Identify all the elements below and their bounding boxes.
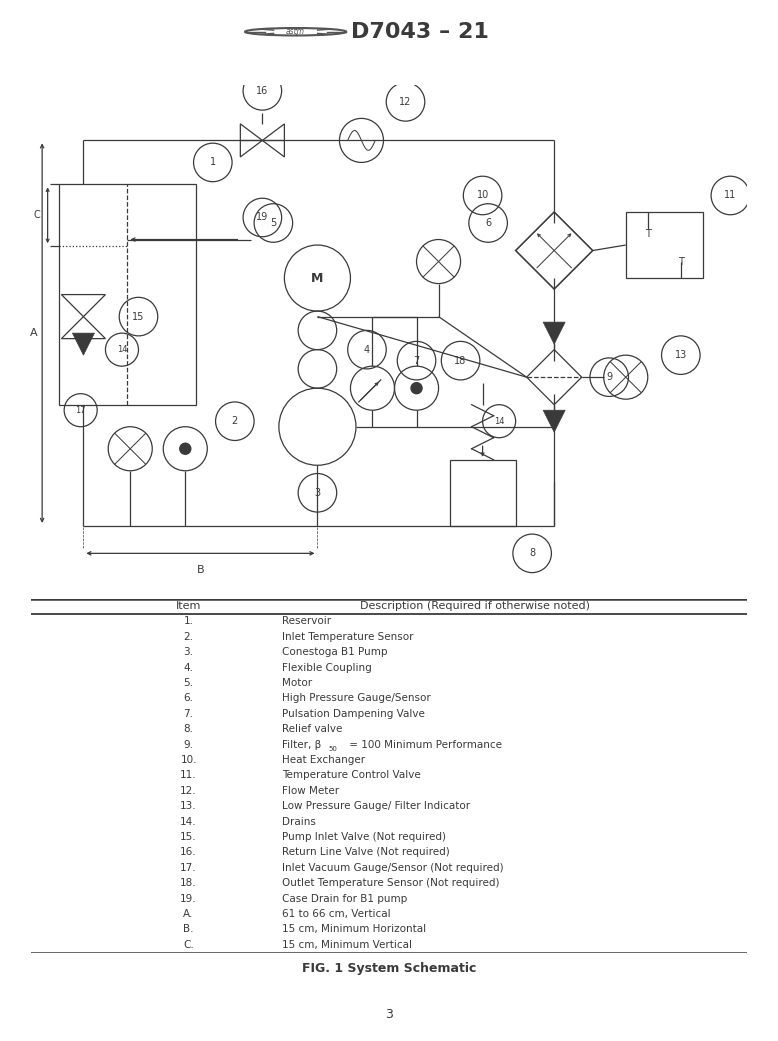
Text: 61 to 66 cm, Vertical: 61 to 66 cm, Vertical	[282, 909, 391, 919]
Text: Drains: Drains	[282, 816, 316, 827]
Polygon shape	[543, 410, 565, 432]
Text: 4: 4	[364, 345, 370, 355]
Text: 7.: 7.	[184, 709, 194, 718]
Text: 18: 18	[454, 356, 467, 365]
Text: 14: 14	[117, 346, 128, 354]
Text: Reservoir: Reservoir	[282, 616, 331, 627]
Text: 6.: 6.	[184, 693, 194, 704]
Text: 11.: 11.	[180, 770, 197, 781]
Bar	[450, 460, 516, 526]
Text: C: C	[33, 210, 40, 221]
Bar	[58, 184, 196, 405]
Bar	[626, 212, 703, 278]
Text: B: B	[197, 565, 205, 575]
Text: 3: 3	[314, 488, 321, 498]
Text: D7043 – 21: D7043 – 21	[351, 22, 489, 42]
Text: Heat Exchanger: Heat Exchanger	[282, 755, 365, 765]
Text: 14: 14	[494, 416, 504, 426]
Text: 10.: 10.	[180, 755, 197, 765]
Text: A: A	[30, 328, 37, 338]
Text: 3: 3	[385, 1009, 393, 1021]
Text: 3.: 3.	[184, 648, 194, 657]
Text: 19.: 19.	[180, 893, 197, 904]
Text: 4.: 4.	[184, 662, 194, 672]
Text: Description (Required if otherwise noted): Description (Required if otherwise noted…	[360, 601, 590, 611]
Text: Relief valve: Relief valve	[282, 725, 342, 734]
Text: Case Drain for B1 pump: Case Drain for B1 pump	[282, 893, 407, 904]
Text: Filter, β: Filter, β	[282, 739, 321, 750]
Text: 14.: 14.	[180, 816, 197, 827]
Text: Temperature Control Valve: Temperature Control Valve	[282, 770, 420, 781]
Text: 8.: 8.	[184, 725, 194, 734]
Text: 10: 10	[476, 191, 489, 201]
Polygon shape	[72, 333, 94, 355]
Text: Pulsation Dampening Valve: Pulsation Dampening Valve	[282, 709, 425, 718]
Text: C.: C.	[183, 940, 194, 949]
Text: A.: A.	[184, 909, 194, 919]
Text: T: T	[678, 256, 684, 266]
Text: 18.: 18.	[180, 879, 197, 888]
Text: Inlet Temperature Sensor: Inlet Temperature Sensor	[282, 632, 413, 641]
Text: 17.: 17.	[180, 863, 197, 872]
Text: High Pressure Gauge/Sensor: High Pressure Gauge/Sensor	[282, 693, 430, 704]
Text: 9.: 9.	[184, 739, 194, 750]
Text: Return Line Valve (Not required): Return Line Valve (Not required)	[282, 847, 450, 858]
Text: 13: 13	[675, 350, 687, 360]
Text: 13.: 13.	[180, 802, 197, 811]
Polygon shape	[543, 322, 565, 345]
Text: Flexible Coupling: Flexible Coupling	[282, 662, 371, 672]
Text: 9: 9	[606, 373, 612, 382]
Circle shape	[411, 383, 422, 393]
Text: 1: 1	[210, 157, 216, 168]
Text: 16.: 16.	[180, 847, 197, 858]
Text: 11: 11	[724, 191, 737, 201]
Text: Outlet Temperature Sensor (Not required): Outlet Temperature Sensor (Not required)	[282, 879, 499, 888]
Text: 15: 15	[132, 311, 145, 322]
Text: = 100 Minimum Performance: = 100 Minimum Performance	[346, 739, 502, 750]
Text: B.: B.	[184, 924, 194, 935]
Text: 2.: 2.	[184, 632, 194, 641]
Text: Pump Inlet Valve (Not required): Pump Inlet Valve (Not required)	[282, 832, 446, 842]
Text: Inlet Vacuum Gauge/Sensor (Not required): Inlet Vacuum Gauge/Sensor (Not required)	[282, 863, 503, 872]
Text: 12.: 12.	[180, 786, 197, 795]
Text: 16: 16	[256, 85, 268, 96]
Text: Conestoga B1 Pump: Conestoga B1 Pump	[282, 648, 387, 657]
Text: 15 cm, Minimum Horizontal: 15 cm, Minimum Horizontal	[282, 924, 426, 935]
Circle shape	[180, 443, 191, 454]
Text: 17: 17	[75, 406, 86, 414]
Text: 5: 5	[270, 218, 276, 228]
Text: T: T	[645, 229, 650, 239]
Text: 15 cm, Minimum Vertical: 15 cm, Minimum Vertical	[282, 940, 412, 949]
Text: 50: 50	[328, 745, 337, 752]
Text: 7: 7	[413, 356, 419, 365]
Text: Low Pressure Gauge/ Filter Indicator: Low Pressure Gauge/ Filter Indicator	[282, 802, 470, 811]
Text: M: M	[311, 272, 324, 284]
Text: 8: 8	[529, 549, 535, 558]
Text: 19: 19	[256, 212, 268, 223]
Text: astm: astm	[286, 27, 305, 36]
Text: 12: 12	[399, 97, 412, 107]
Text: 6: 6	[485, 218, 491, 228]
Text: 2: 2	[232, 416, 238, 426]
Text: FIG. 1 System Schematic: FIG. 1 System Schematic	[302, 962, 476, 974]
Text: 1.: 1.	[184, 616, 194, 627]
Text: Motor: Motor	[282, 678, 312, 688]
Text: Item: Item	[176, 601, 202, 611]
Text: 15.: 15.	[180, 832, 197, 842]
Text: Flow Meter: Flow Meter	[282, 786, 338, 795]
Text: 5.: 5.	[184, 678, 194, 688]
